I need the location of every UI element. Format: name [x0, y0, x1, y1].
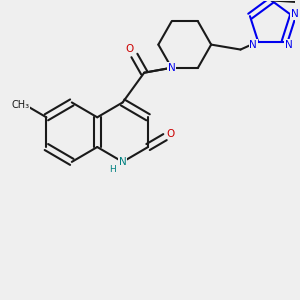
Text: N: N: [291, 9, 298, 19]
Text: N: N: [168, 63, 176, 73]
Text: O: O: [125, 44, 134, 53]
Text: N: N: [168, 63, 176, 73]
Text: O: O: [167, 129, 175, 139]
Text: N: N: [119, 157, 127, 167]
Text: CH₃: CH₃: [11, 100, 29, 110]
Text: N: N: [285, 40, 292, 50]
Text: N: N: [249, 40, 257, 50]
Text: H: H: [110, 165, 116, 174]
